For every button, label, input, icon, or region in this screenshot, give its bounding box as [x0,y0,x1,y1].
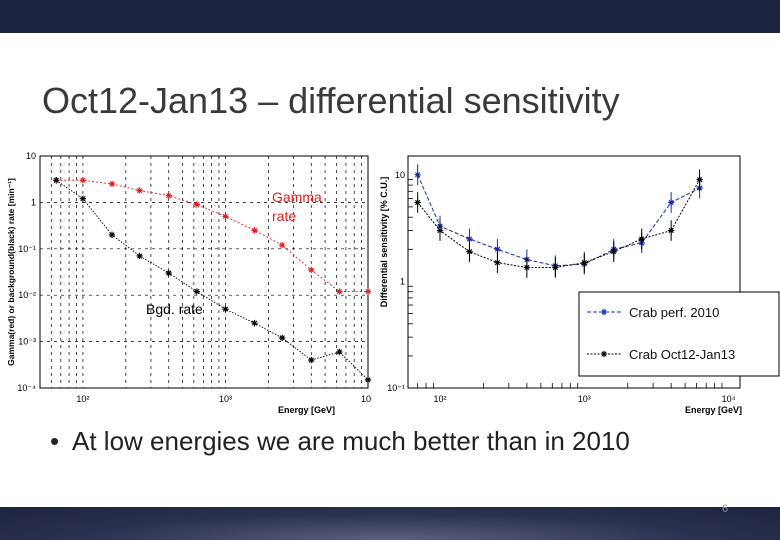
gamma-rate-point [251,227,258,234]
bgd-rate-point [308,356,315,364]
x-tick-label: 10³ [578,394,591,404]
crab-2012-point [581,259,588,266]
y-tick-label: 10⁻² [18,290,36,300]
crab-2012-point [696,176,703,183]
bgd-rate-point [336,348,343,356]
crab-2010-point [414,171,421,178]
y-tick-label: 10 [26,151,36,161]
gamma-rate-point [165,192,172,199]
y-tick-label: 1 [31,197,36,207]
bgd-rate-point [193,288,201,295]
y-tick-label: 10⁻¹ [18,244,36,254]
x-tick-label: 10³ [219,394,232,404]
page-number: 6 [722,503,729,515]
crab-2012-point [414,199,421,206]
y-axis-label: Gamma(red) or background(black) rate [mi… [6,178,16,366]
y-tick-label: 10⁻³ [18,337,36,347]
crab-2012-point [436,227,444,234]
gamma-rate-point [79,177,87,184]
gamma-rate-point [278,241,286,249]
crab-2012-point [466,248,473,255]
top-bar [0,0,780,33]
crab-2010-line [417,174,700,267]
crab-2012-line [417,179,701,268]
gamma-annotation-line1: Gamma [272,189,322,205]
gamma-rate-point [336,288,343,295]
crab-2012-point [638,235,645,243]
bgd-rate-point [364,376,372,384]
gamma-rate-point [108,180,116,188]
gamma-rate-point [136,187,143,194]
bullet-dot: • [50,426,60,456]
y-tick-label: 10⁻¹ [387,383,405,393]
bgd-rate-point [79,195,87,202]
crab-2012-point [552,264,559,271]
x-tick-label: 10⁴ [361,394,372,404]
crab-2010-point [667,199,675,206]
bgd-rate-point [165,269,172,277]
x-tick-label: 10⁴ [722,394,736,404]
crab-2010-point [466,235,473,243]
crab-2012-point [523,264,531,271]
bgd-rate-point [278,334,286,342]
slide-title: Oct12-Jan13 – differential sensitivity [42,80,620,121]
x-tick-label: 10² [76,394,89,404]
bgd-rate-point [251,319,258,327]
legend-marker [600,308,608,316]
gamma-rate-point [193,201,201,208]
y-axis-label: Differential sensitivity [% C.U.] [379,177,389,308]
legend-label: Crab perf. 2010 [629,305,719,320]
bgd-annotation: Bgd. rate [146,301,203,317]
legend: Crab perf. 2010 Crab Oct12-Jan13 [578,291,780,377]
gamma-rate-point [222,213,229,220]
crab-2012-point [494,259,501,266]
bgd-rate-point [53,177,60,184]
x-axis-label: Energy [GeV] [685,405,742,415]
gamma-annotation-line2: rate [272,208,296,224]
y-tick-label: 10 [395,170,405,180]
gamma-rate-point [364,288,372,295]
legend-label: Crab Oct12-Jan13 [629,347,735,362]
crab-2010-point [494,246,501,253]
legend-marker [600,350,608,358]
bullet-text: At low energies we are much better than … [72,426,630,456]
y-tick-label: 10⁻⁴ [17,383,36,393]
crab-2012-point [667,227,675,234]
bottom-bar [0,507,780,540]
bgd-rate-point [222,305,229,313]
bgd-rate-point [136,252,143,260]
x-tick-label: 10² [434,394,447,404]
legend-box [578,291,780,377]
gamma-bgd-rate-chart: 10 1 10⁻¹ 10⁻² 10⁻³ 10⁻⁴ 10² 10³ 10⁴ Energy [GeV]… [6,151,372,415]
bgd-rate-point [108,231,116,239]
gamma-rate-point [308,266,315,274]
crab-2012-point [610,248,617,255]
x-axis-label: Energy [GeV] [278,405,335,415]
y-tick-label: 1 [400,276,405,286]
